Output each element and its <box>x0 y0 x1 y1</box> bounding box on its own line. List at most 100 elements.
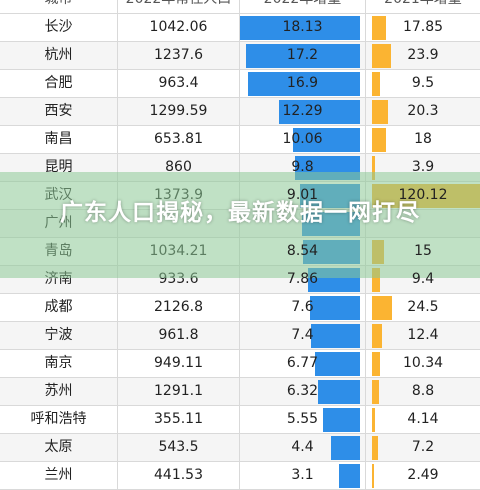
increase-2022-cell: 4.4 <box>240 434 366 461</box>
increase-2022-cell: 7.4 <box>240 322 366 349</box>
increase-2021-cell: 10.34 <box>366 350 480 377</box>
increase-2022-bar <box>315 352 360 376</box>
table-row: 苏州 1291.1 6.32 8.8 <box>0 378 480 406</box>
increase-2021-bar <box>372 380 380 404</box>
increase-2021-value: 15 <box>414 243 432 259</box>
increase-2022-cell: 5.55 <box>240 406 366 433</box>
city-cell: 南京 <box>0 350 118 377</box>
banner-title: 广东人口揭秘，最新数据一网打尽 <box>60 200 420 226</box>
city-cell: 宁波 <box>0 322 118 349</box>
increase-2022-bar <box>339 464 360 488</box>
header-cell: 城市 <box>0 0 118 13</box>
increase-2021-value: 23.9 <box>407 47 439 63</box>
increase-2022-bar <box>323 408 360 432</box>
city-cell: 苏州 <box>0 378 118 405</box>
increase-2021-cell: 9.4 <box>366 266 480 293</box>
population-cell: 1042.06 <box>118 14 240 41</box>
increase-2021-value: 9.5 <box>411 75 435 91</box>
city-cell: 兰州 <box>0 462 118 489</box>
population-cell: 1237.6 <box>118 42 240 69</box>
increase-2022-bar <box>330 436 360 460</box>
increase-2022-cell: 17.2 <box>240 42 366 69</box>
increase-2022-bar <box>309 296 360 320</box>
city-cell: 长沙 <box>0 14 118 41</box>
table-row: 太原 543.5 4.4 7.2 <box>0 434 480 462</box>
increase-2021-cell: 3.9 <box>366 154 480 181</box>
table-row: 南京 949.11 6.77 10.34 <box>0 350 480 378</box>
population-cell: 355.11 <box>118 406 240 433</box>
table-row: 长沙 1042.06 18.13 17.85 <box>0 14 480 42</box>
increase-2022-bar <box>293 128 360 152</box>
table-row: 杭州 1237.6 17.2 23.9 <box>0 42 480 70</box>
table-row: 成都 2126.8 7.6 24.5 <box>0 294 480 322</box>
table-row: 西安 1299.59 12.29 20.3 <box>0 98 480 126</box>
increase-2021-bar <box>372 72 380 96</box>
increase-2021-bar <box>372 16 387 40</box>
increase-2022-value: 9.01 <box>286 187 319 203</box>
increase-2022-cell: 3.1 <box>240 462 366 489</box>
increase-2022-value: 8.54 <box>286 243 319 259</box>
increase-2022-value: 6.32 <box>286 383 319 399</box>
increase-2022-cell: 18.13 <box>240 14 366 41</box>
city-cell: 杭州 <box>0 42 118 69</box>
table-row: 南昌 653.81 10.06 18 <box>0 126 480 154</box>
header-cell: 2022年常住人口 <box>118 0 240 13</box>
increase-2022-cell: 7.6 <box>240 294 366 321</box>
increase-2021-cell: 9.5 <box>366 70 480 97</box>
increase-2022-bar <box>248 72 360 96</box>
city-cell: 昆明 <box>0 154 118 181</box>
increase-2022-cell: 16.9 <box>240 70 366 97</box>
increase-2022-bar <box>311 324 360 348</box>
increase-2021-value: 12.4 <box>407 327 439 343</box>
city-cell: 太原 <box>0 434 118 461</box>
increase-2022-cell: 12.29 <box>240 98 366 125</box>
increase-2022-value: 9.8 <box>291 159 314 175</box>
increase-2021-value: 7.2 <box>411 439 435 455</box>
increase-2021-cell: 4.14 <box>366 406 480 433</box>
population-cell: 1299.59 <box>118 98 240 125</box>
increase-2021-bar <box>372 100 389 124</box>
increase-2022-value: 5.55 <box>286 411 319 427</box>
increase-2022-value: 3.1 <box>291 467 314 483</box>
table-row: 呼和浩特 355.11 5.55 4.14 <box>0 406 480 434</box>
city-cell: 西安 <box>0 98 118 125</box>
population-cell: 949.11 <box>118 350 240 377</box>
increase-2022-value: 6.77 <box>286 355 319 371</box>
increase-2021-value: 3.9 <box>411 159 435 175</box>
increase-2021-cell: 8.8 <box>366 378 480 405</box>
city-cell: 成都 <box>0 294 118 321</box>
table-row: 兰州 441.53 3.1 2.49 <box>0 462 480 490</box>
increase-2021-value: 120.12 <box>398 187 448 203</box>
table-row: 宁波 961.8 7.4 12.4 <box>0 322 480 350</box>
increase-2021-cell: 17.85 <box>366 14 480 41</box>
increase-2021-value: 10.34 <box>402 355 444 371</box>
increase-2021-cell: 2.49 <box>366 462 480 489</box>
increase-2022-value: 17.2 <box>286 47 319 63</box>
increase-2021-bar <box>372 128 387 152</box>
increase-2022-bar <box>240 16 360 40</box>
population-cell: 963.4 <box>118 70 240 97</box>
increase-2022-value: 4.4 <box>291 439 314 455</box>
increase-2021-value: 9.4 <box>411 271 435 287</box>
population-cell: 653.81 <box>118 126 240 153</box>
increase-2021-bar <box>372 156 376 180</box>
increase-2022-value: 18.13 <box>282 19 323 35</box>
increase-2021-bar <box>372 436 378 460</box>
increase-2021-cell: 24.5 <box>366 294 480 321</box>
increase-2021-bar <box>372 408 376 432</box>
table-row: 合肥 963.4 16.9 9.5 <box>0 70 480 98</box>
city-cell: 南昌 <box>0 126 118 153</box>
population-cell: 961.8 <box>118 322 240 349</box>
increase-2021-bar <box>372 268 380 292</box>
increase-2021-bar <box>372 324 382 348</box>
increase-2021-bar <box>372 44 392 68</box>
header-cell: 2021年增量 <box>366 0 480 13</box>
increase-2021-bar <box>372 352 381 376</box>
increase-2021-value: 20.3 <box>407 103 439 119</box>
increase-2022-cell: 6.32 <box>240 378 366 405</box>
increase-2021-value: 4.14 <box>407 411 439 427</box>
increase-2021-bar <box>372 296 392 320</box>
increase-2021-value: 2.49 <box>407 467 439 483</box>
title-banner <box>0 172 480 278</box>
population-cell: 441.53 <box>118 462 240 489</box>
